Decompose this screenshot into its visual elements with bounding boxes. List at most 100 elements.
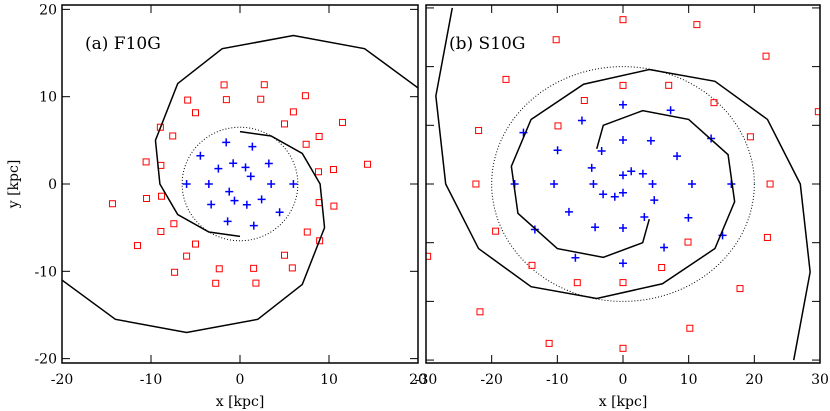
reference-circle — [181, 126, 299, 242]
spiral-line — [62, 130, 326, 334]
square-marker — [158, 192, 166, 200]
plus-marker — [648, 180, 657, 188]
square-marker — [303, 228, 311, 236]
panel-title: (b) S10G — [449, 34, 525, 54]
square-marker — [762, 52, 770, 60]
plus-marker — [599, 190, 608, 199]
x-tick-label: 0 — [236, 372, 245, 388]
plus-marker — [225, 187, 234, 196]
plot-frame — [61, 4, 419, 364]
square-marker — [658, 264, 666, 272]
square-marker — [212, 279, 220, 287]
square-marker — [143, 194, 151, 202]
x-tick-label: -20 — [51, 372, 74, 388]
square-marker — [184, 96, 192, 104]
y-tick-label: 0 — [48, 177, 57, 193]
square-marker — [552, 36, 560, 44]
y-tick-label: -20 — [34, 352, 57, 368]
plus-marker — [684, 213, 693, 222]
square-marker — [665, 81, 673, 89]
plus-marker — [650, 196, 659, 205]
panel-title: (a) F10G — [85, 34, 161, 54]
plus-marker — [275, 208, 284, 217]
square-marker — [619, 16, 627, 24]
spiral-line — [154, 34, 418, 238]
plus-marker — [597, 146, 606, 155]
square-marker — [580, 96, 588, 104]
plus-marker — [571, 253, 580, 262]
square-marker — [330, 202, 338, 210]
square-marker — [192, 109, 199, 117]
square-marker — [476, 308, 484, 316]
plus-marker — [230, 196, 239, 205]
square-marker — [183, 252, 191, 260]
square-marker — [169, 132, 177, 140]
square-marker — [252, 279, 260, 287]
plus-marker — [204, 180, 213, 188]
plus-marker — [182, 180, 191, 188]
square-marker — [215, 265, 223, 273]
plus-marker — [241, 163, 250, 172]
plus-marker — [257, 195, 266, 204]
plus-marker — [246, 172, 255, 181]
y-tick-label: -10 — [34, 264, 57, 280]
square-marker — [475, 127, 483, 135]
square-marker — [250, 264, 258, 272]
plus-marker — [591, 223, 600, 232]
x-tick-label: 20 — [745, 372, 763, 388]
square-marker — [554, 122, 562, 130]
square-marker — [329, 166, 337, 174]
square-marker — [281, 251, 288, 259]
plus-marker — [673, 152, 682, 161]
plus-marker — [289, 180, 298, 188]
square-marker — [686, 324, 694, 332]
square-marker — [220, 81, 228, 89]
square-marker — [573, 279, 581, 287]
square-marker — [619, 81, 627, 89]
plus-marker — [267, 180, 276, 188]
square-marker — [364, 160, 372, 168]
plus-marker — [619, 188, 627, 197]
square-marker — [763, 233, 771, 241]
plus-marker — [587, 163, 596, 172]
plus-marker — [666, 106, 675, 115]
square-marker — [693, 21, 701, 29]
x-axis-label: x [kpc] — [599, 394, 648, 410]
square-marker — [288, 264, 296, 272]
plus-marker — [627, 167, 636, 176]
x-axis-label: x [kpc] — [216, 394, 265, 410]
x-tick-label: -20 — [480, 372, 503, 388]
plus-marker — [222, 138, 231, 147]
square-marker — [545, 339, 553, 347]
square-marker — [260, 81, 268, 89]
plus-marker — [242, 200, 251, 209]
x-tick-label: 0 — [619, 372, 628, 388]
plus-marker — [640, 213, 649, 222]
plot-frame — [425, 4, 821, 364]
plus-marker — [610, 192, 619, 201]
square-marker — [619, 344, 627, 352]
plus-marker — [550, 180, 559, 188]
square-marker — [502, 75, 510, 83]
plus-marker — [564, 207, 573, 216]
square-marker — [314, 168, 322, 176]
square-marker — [142, 158, 150, 166]
square-marker — [472, 180, 480, 188]
spiral-line — [510, 68, 811, 361]
square-marker — [108, 200, 116, 208]
plus-marker — [214, 164, 223, 173]
plus-marker — [577, 116, 586, 125]
square-marker — [133, 242, 141, 250]
y-tick-label: 10 — [39, 90, 57, 106]
plot-area — [62, 34, 418, 334]
square-marker — [766, 180, 774, 188]
x-tick-label: 20 — [409, 372, 427, 388]
square-marker — [156, 123, 164, 131]
square-marker — [426, 252, 432, 260]
plus-marker — [248, 142, 257, 151]
plus-marker — [249, 221, 258, 230]
x-tick-label: -10 — [140, 372, 163, 388]
square-marker — [170, 220, 178, 228]
plus-marker — [687, 180, 696, 188]
